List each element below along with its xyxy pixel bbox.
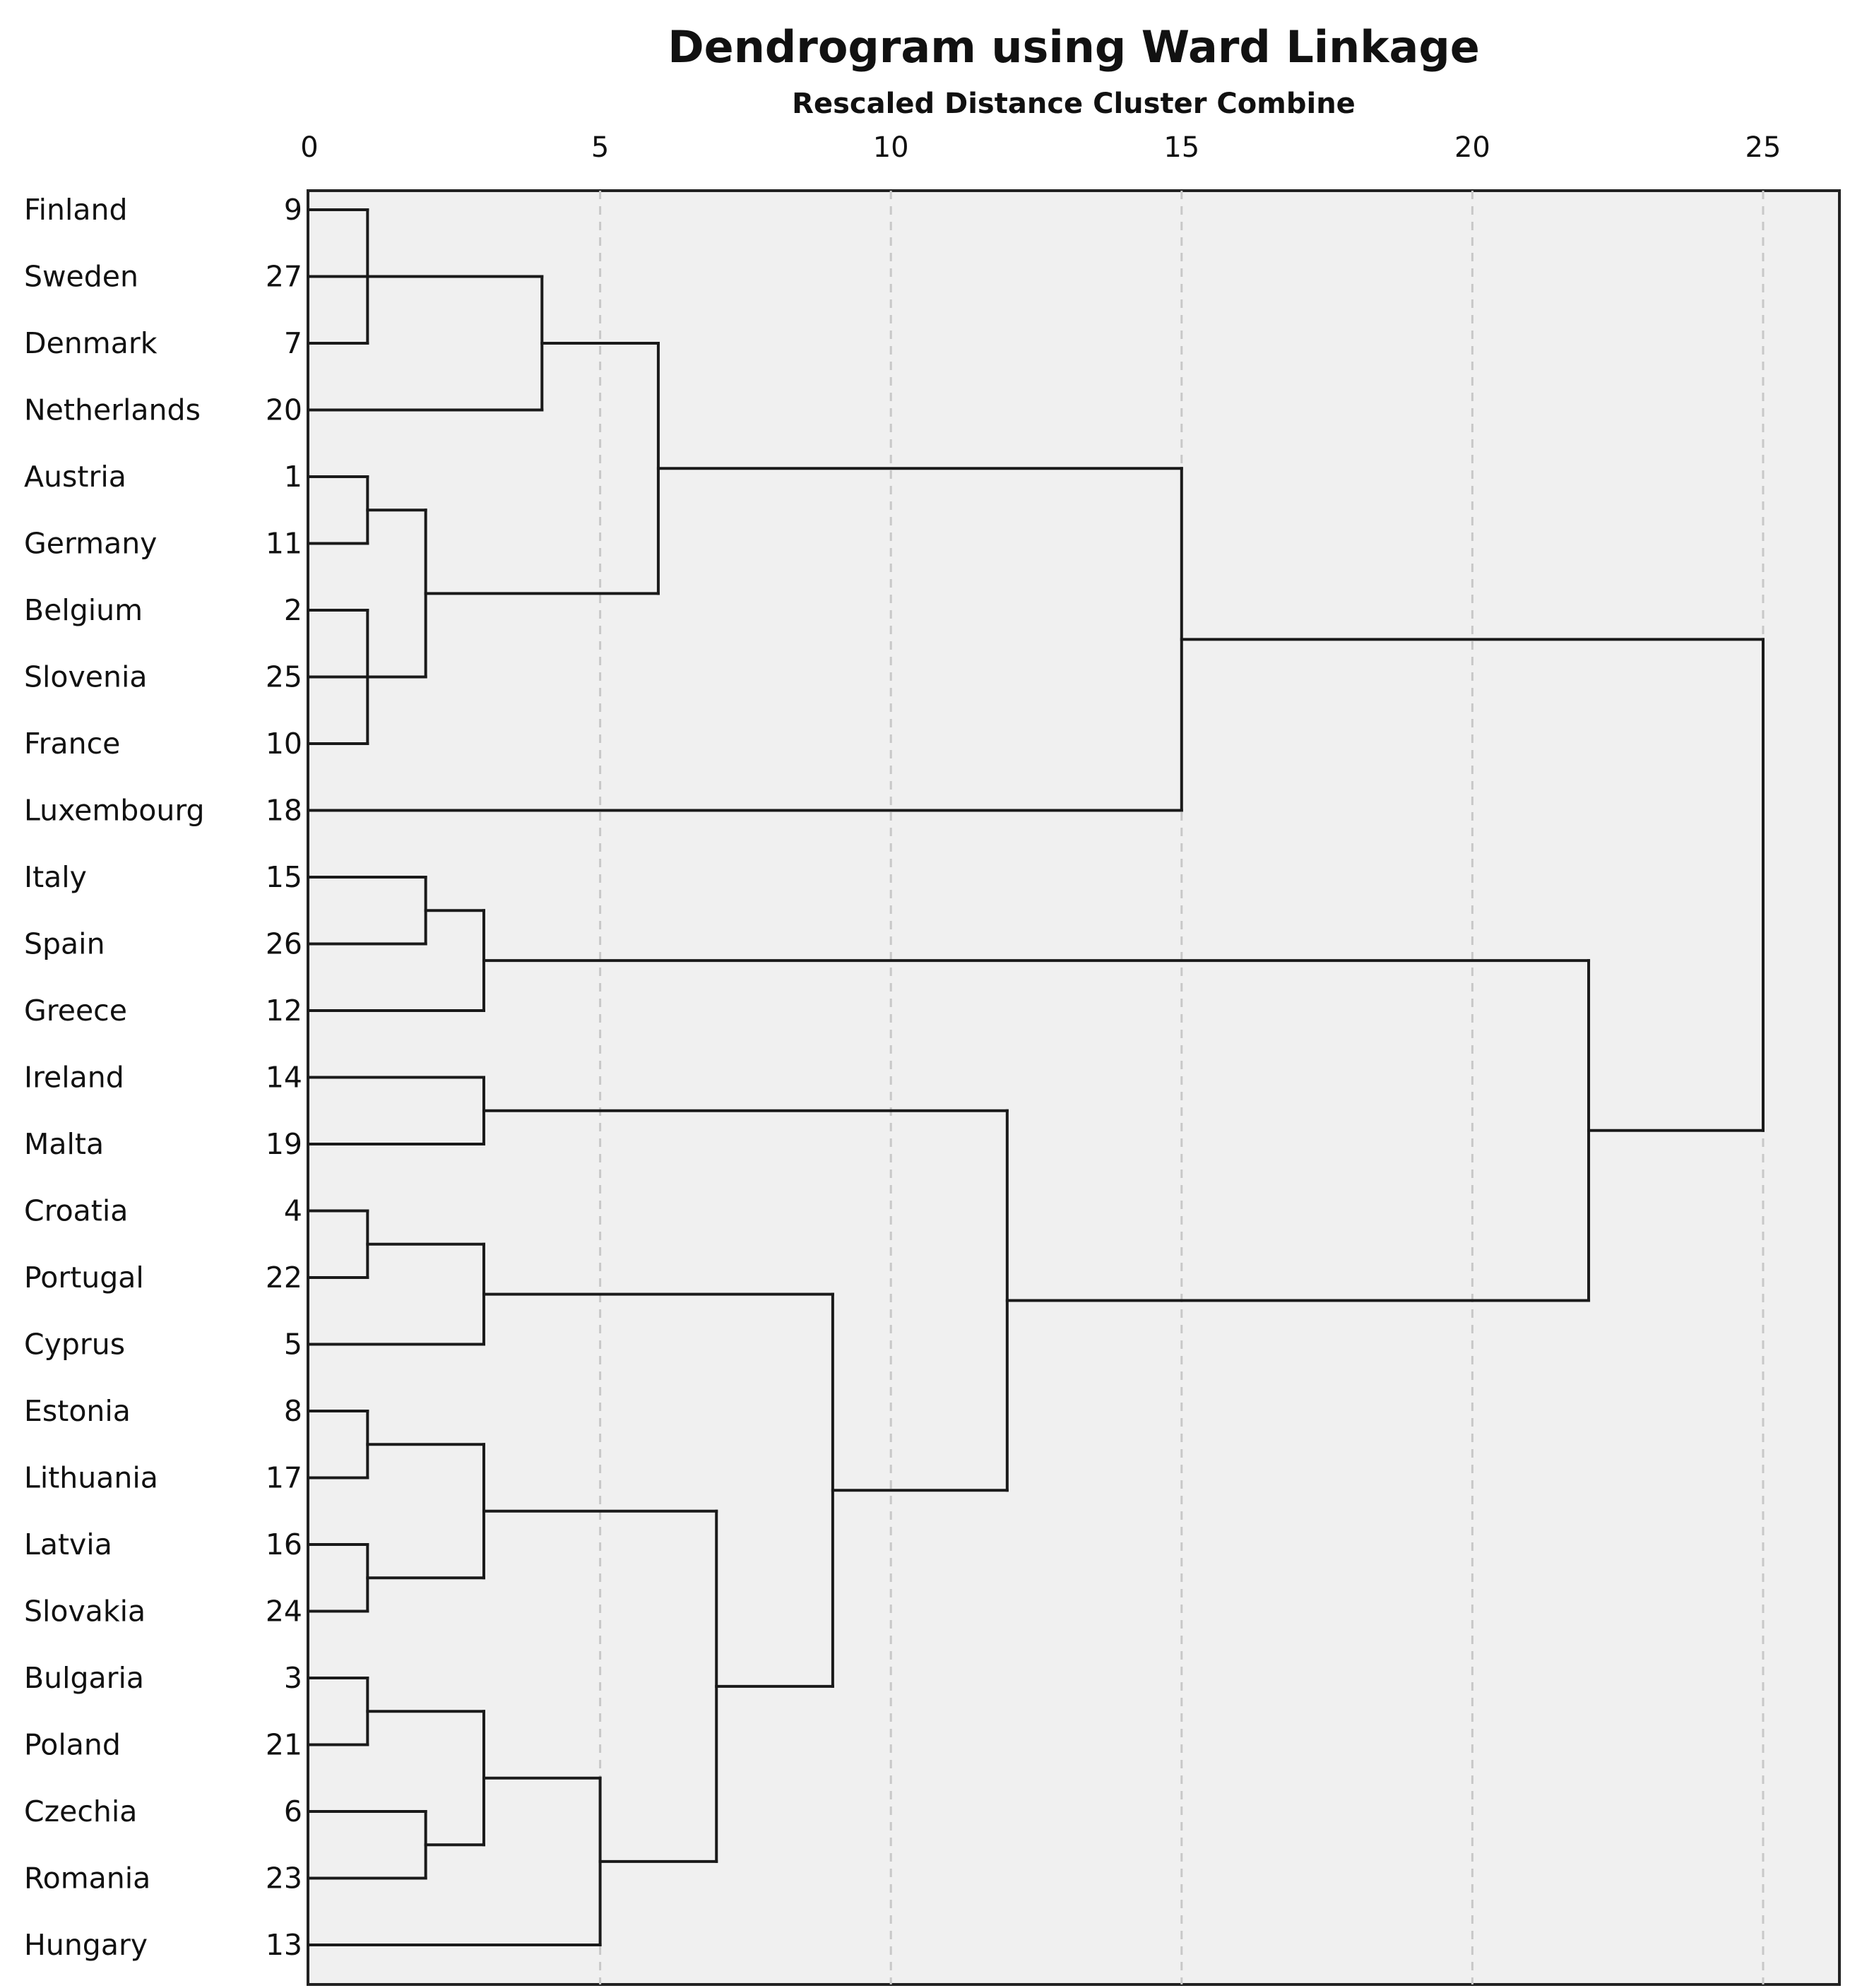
leaf-id-27: 27	[266, 260, 302, 294]
x-axis-ticks: 0 5 10 15 20 25	[300, 131, 1781, 164]
leaf-id-5: 5	[284, 1328, 302, 1362]
leaf-id-10: 10	[266, 727, 302, 761]
leaf-id-8: 8	[284, 1394, 302, 1428]
leaf-id-13: 13	[266, 1928, 302, 1962]
leaf-id-20: 20	[266, 393, 302, 427]
x-tick-label-20: 20	[1454, 131, 1490, 164]
leaf-id-24: 24	[266, 1595, 302, 1629]
leaf-label-portugal: Portugal	[24, 1261, 144, 1294]
plot-area	[307, 189, 1841, 1986]
leaf-label-slovenia: Slovenia	[24, 660, 148, 694]
leaf-id-7: 7	[284, 326, 302, 360]
leaf-id-18: 18	[266, 794, 302, 828]
x-tick-label-10: 10	[873, 131, 909, 164]
leaf-id-1: 1	[284, 460, 302, 494]
dendrogram-tree	[308, 208, 1765, 1946]
leaf-id-14: 14	[266, 1061, 302, 1095]
leaf-label-sweden: Sweden	[24, 260, 138, 294]
leaf-id-6: 6	[284, 1794, 302, 1828]
leaf-label-romania: Romania	[24, 1862, 150, 1895]
leaf-id-26: 26	[266, 927, 302, 961]
leaf-id-2: 2	[284, 593, 302, 627]
leaf-id-3: 3	[284, 1661, 302, 1695]
leaf-label-greece: Greece	[24, 994, 127, 1028]
leaf-label-belgium: Belgium	[24, 593, 143, 627]
leaf-label-germany: Germany	[24, 527, 157, 561]
leaf-label-malta: Malta	[24, 1127, 104, 1161]
leaf-label-denmark: Denmark	[24, 326, 158, 360]
leaf-label-croatia: Croatia	[24, 1194, 128, 1228]
leaf-id-11: 11	[266, 527, 302, 561]
leaf-id-12: 12	[266, 994, 302, 1028]
leaf-label-hungary: Hungary	[24, 1928, 148, 1962]
leaf-label-cyprus: Cyprus	[24, 1328, 125, 1362]
leaf-id-15: 15	[266, 860, 302, 894]
leaf-label-lithuania: Lithuania	[24, 1461, 158, 1495]
leaf-label-austria: Austria	[24, 460, 126, 494]
chart-title: Dendrogram using Ward Linkage	[668, 21, 1480, 73]
x-tick-label-0: 0	[300, 131, 318, 164]
leaf-label-slovakia: Slovakia	[24, 1595, 146, 1629]
leaf-id-9: 9	[284, 193, 302, 227]
leaf-id-19: 19	[266, 1127, 302, 1161]
leaf-label-netherlands: Netherlands	[24, 393, 201, 427]
leaf-label-bulgaria: Bulgaria	[24, 1661, 144, 1695]
leaf-id-23: 23	[266, 1862, 302, 1895]
leaf-label-poland: Poland	[24, 1728, 121, 1762]
leaf-label-ireland: Ireland	[24, 1061, 124, 1095]
x-tick-label-15: 15	[1163, 131, 1199, 164]
leaf-label-italy: Italy	[24, 860, 87, 894]
leaf-id-22: 22	[266, 1261, 302, 1294]
leaf-id-16: 16	[266, 1528, 302, 1561]
leaf-id-25: 25	[266, 660, 302, 694]
leaf-label-czechia: Czechia	[24, 1794, 137, 1828]
leaf-labels: Finland 9 Sweden 27 Denmark 7 Netherlands 20 Aus…	[24, 193, 302, 1962]
leaf-label-france: France	[24, 727, 120, 761]
leaf-id-21: 21	[266, 1728, 302, 1762]
leaf-label-finland: Finland	[24, 193, 128, 227]
chart-subtitle: Rescaled Distance Cluster Combine	[792, 88, 1356, 120]
x-tick-label-5: 5	[591, 131, 609, 164]
x-tick-label-25: 25	[1745, 131, 1781, 164]
leaf-id-17: 17	[266, 1461, 302, 1495]
leaf-label-estonia: Estonia	[24, 1394, 131, 1428]
leaf-label-luxembourg: Luxembourg	[24, 794, 205, 828]
leaf-id-4: 4	[284, 1194, 302, 1228]
leaf-label-latvia: Latvia	[24, 1528, 112, 1561]
leaf-label-spain: Spain	[24, 927, 105, 961]
